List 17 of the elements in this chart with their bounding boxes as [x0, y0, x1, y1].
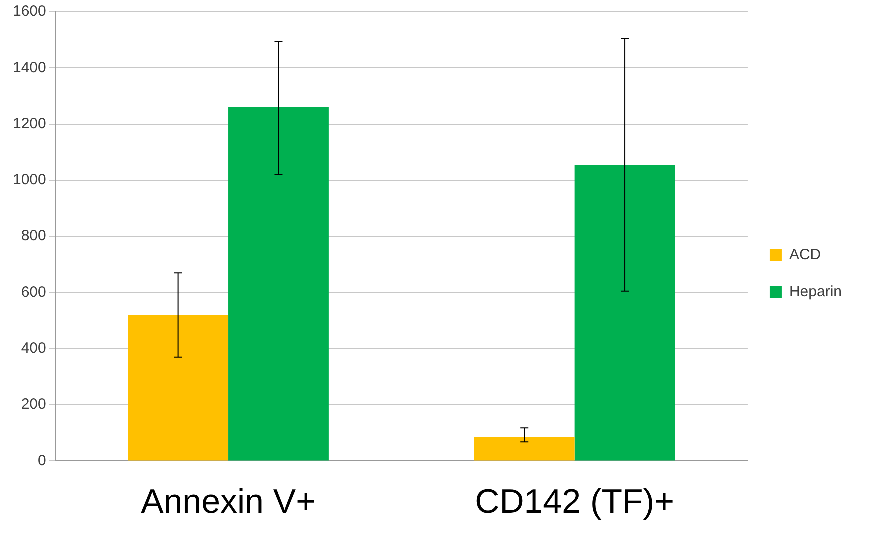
bar — [128, 315, 229, 461]
bar — [574, 165, 676, 461]
x-tick-label: Annexin V+ — [141, 482, 316, 521]
y-tick-label: 1400 — [12, 59, 46, 76]
y-tick-label: 400 — [21, 340, 46, 358]
x-tick-label: CD142 (TF)+ — [475, 482, 674, 521]
legend-label: Heparin — [789, 284, 842, 301]
bar — [474, 437, 575, 461]
y-tick-label: 800 — [21, 228, 46, 245]
y-tick-label: 600 — [21, 284, 46, 301]
y-tick-label: 1600 — [12, 3, 46, 20]
legend-label: ACD — [789, 246, 822, 264]
y-tick-label: 1200 — [12, 115, 46, 132]
y-tick-label: 200 — [21, 396, 46, 414]
bar — [228, 107, 329, 461]
y-tick-label: 0 — [38, 452, 46, 470]
y-tick-label: 1000 — [12, 172, 46, 189]
